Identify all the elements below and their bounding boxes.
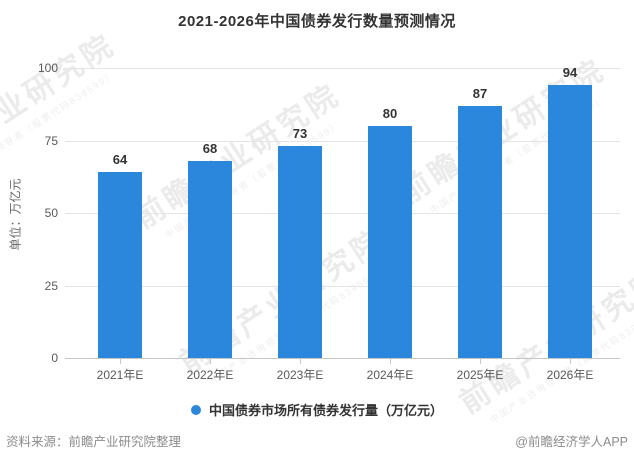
x-axis-tick [300,359,301,364]
bar [98,172,142,358]
bar [458,105,502,358]
legend: 中国债券市场所有债券发行量（万亿元） [0,400,634,419]
x-axis-label: 2022年E [186,368,234,382]
bar [278,146,322,358]
x-axis-label: 2026年E [546,368,594,382]
bar [188,160,232,358]
x-axis-tick [390,359,391,364]
bar-value-label: 87 [472,85,488,101]
legend-marker-icon [190,404,201,415]
y-tick-label: 75 [44,133,58,148]
x-axis-label: 2024年E [366,368,414,382]
y-tick-label: 100 [37,61,58,75]
x-axis-label: 2021年E [96,368,144,382]
bar [548,85,592,358]
y-tick-label: 25 [44,278,58,293]
x-axis-tick [210,359,211,364]
x-axis-tick [480,359,481,364]
bar-value-label: 64 [112,152,128,168]
bar-value-label: 94 [562,65,578,81]
bar-value-label: 68 [202,140,218,156]
y-tick-label: 50 [44,206,58,220]
footer-credit-text: @前瞻经济学人APP [515,435,628,449]
footer-source-text: 资料来源：前瞻产业研究院整理 [6,435,182,449]
x-axis-tick [570,359,571,364]
x-axis-label: 2025年E [456,368,504,382]
bar [368,126,412,358]
x-axis-tick [120,359,121,364]
y-tick-label: 0 [51,351,58,365]
y-gridline [65,213,620,214]
chart-title: 2021-2026年中国债券发行数量预测情况 [178,13,456,30]
y-gridline [65,285,620,287]
x-axis-line [65,358,620,359]
bar-value-label: 73 [292,126,308,142]
y-gridline [65,68,620,69]
x-axis-label: 2023年E [276,368,324,382]
legend-label: 中国债券市场所有债券发行量（万亿元） [208,403,443,418]
bar-value-label: 80 [382,106,398,121]
y-gridline [65,140,620,142]
